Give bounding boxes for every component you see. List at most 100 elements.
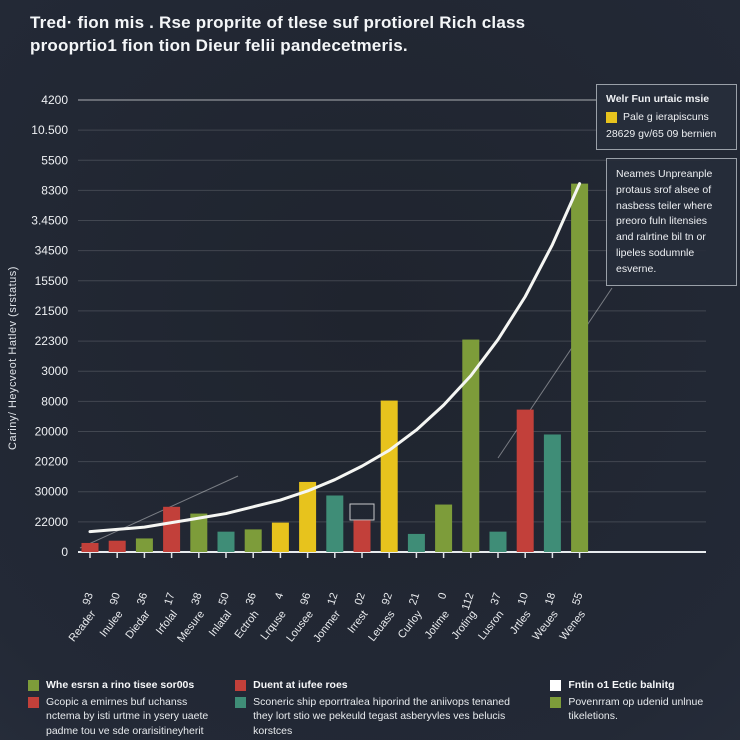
- x-tick-label: Irrest: [345, 608, 370, 635]
- x-tick-number: 93: [81, 591, 96, 606]
- bar-Irfolal: [163, 506, 181, 552]
- bar-Lrquse: [271, 522, 289, 552]
- x-tick-label: Lousee: [284, 608, 316, 644]
- y-tick-label: 34500: [35, 244, 69, 258]
- x-tick-label: Diedar: [123, 608, 153, 641]
- bar-Jotime: [435, 504, 453, 552]
- aux-line: [79, 475, 239, 549]
- bar-Reader: [81, 542, 99, 552]
- axis-ticks-group: [89, 552, 581, 558]
- legend-box-title: Welr Fun urtaic msie: [606, 93, 710, 105]
- x-tick-label: Ectroh: [233, 608, 262, 640]
- bar-Diedar: [135, 538, 153, 552]
- y-tick-label: 30000: [35, 485, 69, 499]
- bar-Jroting: [462, 339, 480, 552]
- x-tick-number: 112: [460, 591, 477, 611]
- y-tick-label: 15500: [35, 274, 69, 288]
- x-tick-number: 96: [298, 591, 313, 606]
- x-tick-label: Inulee: [98, 608, 126, 639]
- x-tick-label: Leuass: [366, 608, 398, 644]
- x-tick-number: 36: [244, 591, 259, 606]
- x-tick-number: 90: [108, 591, 123, 606]
- x-tick-number: 0: [436, 591, 449, 601]
- chart-title: Tred· fion mis . Rse proprite of tlese s…: [30, 13, 526, 55]
- x-tick-label: Wenes: [558, 608, 589, 643]
- legend-swatch-icon: [550, 680, 562, 691]
- legend-column: Whe esrsn a rino tisee sor00s Gcopic a em…: [28, 678, 217, 740]
- bar-Inlatal: [217, 531, 235, 552]
- x-tick-number: 18: [543, 591, 558, 606]
- bottom-legend: Whe esrsn a rino tisee sor00s Gcopic a em…: [0, 672, 740, 740]
- x-tick-label: Reader: [67, 608, 99, 644]
- x-tick-label: Irfolal: [154, 608, 180, 637]
- legend-swatch-icon: [28, 697, 39, 709]
- y-tick-label: 3000: [41, 364, 68, 378]
- y-tick-label: 22000: [35, 515, 69, 529]
- trend-line: [88, 182, 582, 534]
- x-tick-label: Jroting: [449, 608, 479, 641]
- x-tick-labels-group: 93 Reader 90 Inulee 36 Diedar 17 Irfolal 38 Mesur…: [67, 591, 589, 645]
- x-tick-label: Inlatal: [207, 608, 235, 639]
- trend-line-group: [88, 182, 582, 534]
- x-tick-number: 4: [273, 591, 286, 601]
- bars-group: [81, 183, 589, 552]
- bar-Mesure: [190, 513, 208, 552]
- bar-Irrest: [353, 520, 371, 552]
- x-tick-label: Mesure: [175, 608, 207, 644]
- bar-Weues: [543, 434, 561, 552]
- legend-item-text: Whe esrsn a rino tisee sor00s: [46, 679, 195, 691]
- y-tick-label: 8000: [41, 394, 68, 408]
- legend-box-item-label: Pale g ierapiscuns: [623, 110, 709, 123]
- x-tick-number: 37: [489, 591, 504, 606]
- x-tick-label: Jotime: [423, 608, 452, 641]
- y-tick-label: 20200: [35, 455, 69, 469]
- legend-column: Duent at iufee roes Sconeric ship eporrtr…: [235, 678, 532, 740]
- bar-chart: Cariny/ Heycveot Hatlev (srstatus) 4200 1…: [7, 93, 706, 645]
- x-tick-number: 02: [353, 591, 368, 606]
- legend-box: Welr Fun urtaic msie Pale g ierapiscuns …: [596, 84, 737, 151]
- legend-swatch-icon: [28, 680, 39, 691]
- x-tick-number: 36: [135, 591, 150, 606]
- y-tick-label: 10.500: [31, 123, 68, 137]
- bar-Lusron: [489, 531, 507, 552]
- x-tick-number: 92: [380, 591, 395, 606]
- bar-Leuass: [380, 400, 398, 552]
- marker-box: [349, 503, 375, 521]
- legend-item-text: Duent at iufee roes: [253, 679, 348, 691]
- legend-item: Whe esrsn a rino tisee sor00s: [28, 678, 217, 692]
- legend-item: Sconeric ship eporrtralea hiporind the a…: [235, 695, 532, 738]
- legend-item-text: Gcopic a emirnes buf uchanss nctema by i…: [46, 696, 209, 737]
- x-tick-number: 55: [570, 591, 585, 606]
- annotation-box: Neames Unpreanple protaus srof alsee of …: [606, 158, 737, 287]
- y-tick-labels-group: 4200 10.500 5500 8300 3.4500 34500 15500 21500 2…: [31, 93, 68, 559]
- legend-item-text: Fntin o1 Ectic balnitg: [568, 679, 675, 691]
- yellow-swatch-icon: [606, 112, 617, 124]
- legend-item: Gcopic a emirnes buf uchanss nctema by i…: [28, 695, 217, 738]
- bar-Lousee: [299, 481, 317, 552]
- y-tick-label: 22300: [35, 334, 69, 348]
- legend-item-text: Povenrram op udenid unlnue tikeletions.: [568, 696, 704, 723]
- bar-Jrtles: [516, 409, 534, 552]
- x-tick-number: 17: [162, 591, 177, 606]
- bar-Wenes: [571, 183, 589, 552]
- x-tick-number: 12: [325, 591, 340, 606]
- x-tick-label: Jonmer: [311, 608, 343, 645]
- y-tick-label: 8300: [41, 183, 68, 197]
- x-tick-label: Weues: [530, 608, 561, 643]
- bar-Inulee: [108, 540, 126, 552]
- y-axis-title: Cariny/ Heycveot Hatlev (srstatus): [7, 266, 19, 450]
- x-tick-number: 21: [407, 591, 422, 606]
- x-tick-number: 50: [217, 591, 232, 606]
- bar-Curloy: [407, 533, 425, 552]
- legend-item: Duent at iufee roes: [235, 678, 532, 692]
- y-tick-label: 3.4500: [31, 214, 68, 228]
- legend-column: Fntin o1 Ectic balnitg Povenrram op udeni…: [550, 678, 724, 740]
- bar-Ectroh: [244, 529, 262, 552]
- x-tick-label: Lusron: [476, 608, 506, 642]
- y-tick-label: 5500: [41, 153, 68, 167]
- legend-swatch-icon: [235, 697, 247, 709]
- legend-item-text: Sconeric ship eporrtralea hiporind the a…: [253, 696, 510, 737]
- y-tick-label: 4200: [41, 93, 68, 107]
- legend-item: Povenrram op udenid unlnue tikeletions.: [550, 695, 724, 723]
- y-tick-label: 0: [61, 545, 68, 559]
